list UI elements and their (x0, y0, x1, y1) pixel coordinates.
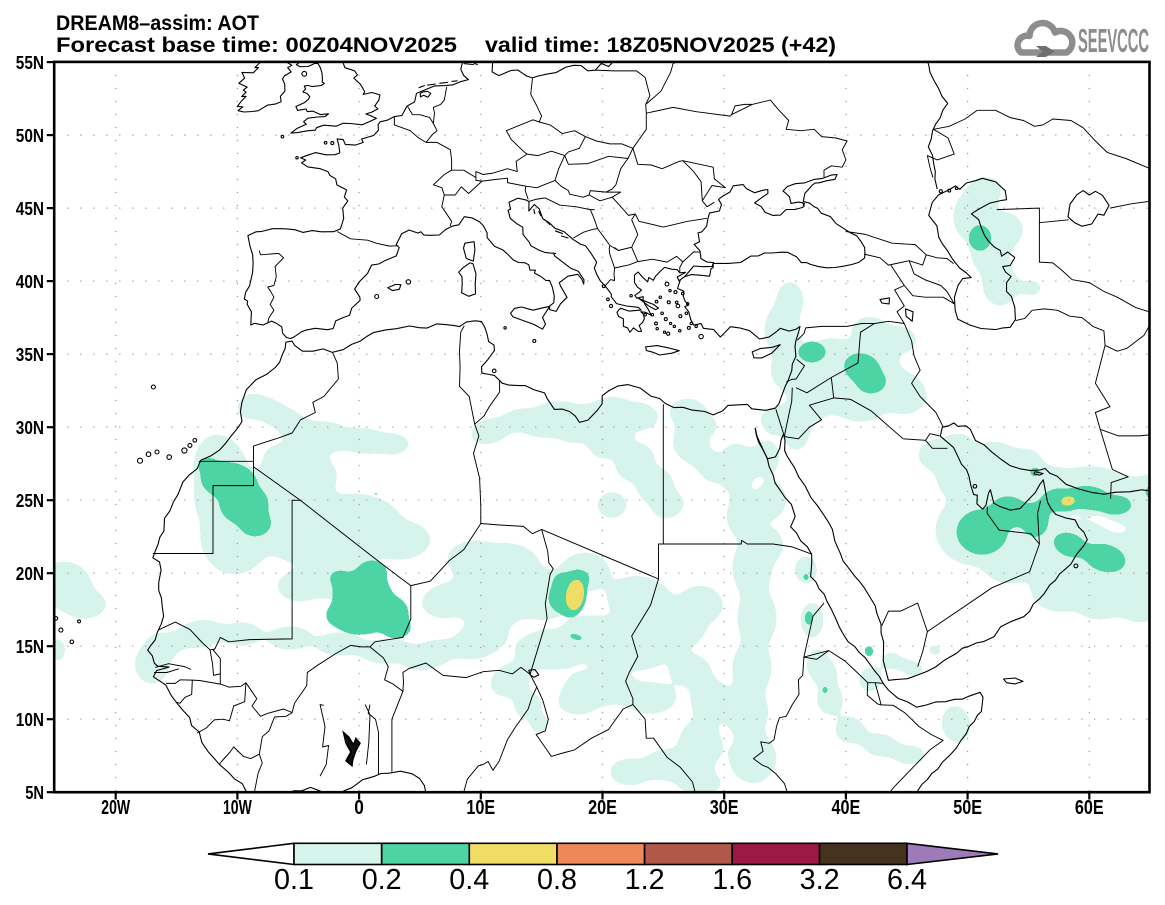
svg-text:Forecast base time: 00Z04NOV20: Forecast base time: 00Z04NOV2025 (56, 33, 457, 57)
svg-text:20E: 20E (588, 796, 617, 819)
svg-text:5N: 5N (25, 782, 44, 803)
svg-text:6.4: 6.4 (887, 864, 927, 896)
svg-text:1.6: 1.6 (712, 864, 752, 896)
svg-text:SEEVCCC: SEEVCCC (1078, 22, 1149, 59)
svg-text:0.1: 0.1 (274, 864, 314, 896)
svg-text:10N: 10N (16, 709, 44, 730)
svg-text:50E: 50E (953, 796, 982, 819)
svg-text:DREAM8–assim: AOT: DREAM8–assim: AOT (56, 11, 259, 35)
svg-text:3.2: 3.2 (800, 864, 840, 896)
svg-text:40E: 40E (832, 796, 861, 819)
svg-text:10W: 10W (223, 796, 252, 819)
svg-text:0.4: 0.4 (449, 864, 489, 896)
svg-text:0.2: 0.2 (362, 864, 402, 896)
svg-text:40N: 40N (16, 271, 44, 292)
svg-text:55N: 55N (16, 52, 44, 73)
svg-text:0: 0 (354, 796, 364, 819)
svg-text:60E: 60E (1075, 796, 1104, 819)
svg-text:30E: 30E (710, 796, 739, 819)
svg-text:0.8: 0.8 (537, 864, 577, 896)
svg-text:valid time: 18Z05NOV2025 (+42): valid time: 18Z05NOV2025 (+42) (485, 33, 836, 57)
svg-text:20N: 20N (16, 563, 44, 584)
svg-text:15N: 15N (16, 636, 44, 657)
svg-text:25N: 25N (16, 490, 44, 511)
svg-text:1.2: 1.2 (625, 864, 665, 896)
svg-text:45N: 45N (16, 198, 44, 219)
svg-text:30N: 30N (16, 417, 44, 438)
svg-text:35N: 35N (16, 344, 44, 365)
svg-text:20W: 20W (101, 796, 130, 819)
svg-text:50N: 50N (16, 125, 44, 146)
svg-text:10E: 10E (466, 796, 495, 819)
